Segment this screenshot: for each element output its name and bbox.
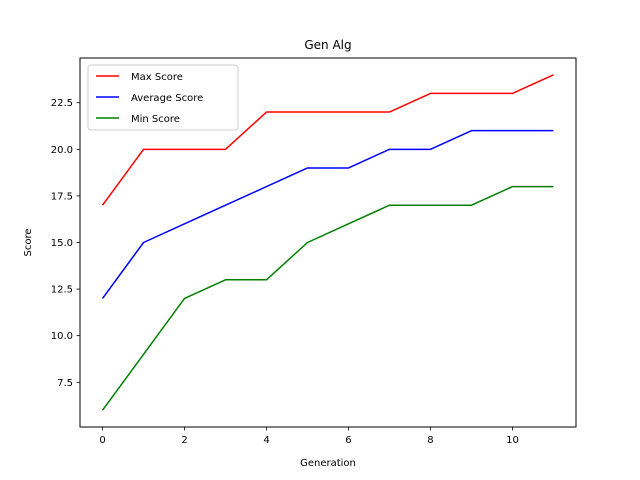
chart-title: Gen Alg	[304, 38, 351, 52]
x-tick-label: 2	[181, 435, 187, 446]
y-tick-label: 15.0	[51, 238, 73, 249]
x-tick-label: 4	[263, 435, 269, 446]
x-tick-label: 10	[506, 435, 519, 446]
series-line-min-score	[101, 185, 554, 411]
y-axis-label: Score	[23, 228, 34, 256]
series-lines	[101, 74, 554, 411]
plot-frame	[79, 57, 577, 428]
x-tick-label: 8	[427, 435, 433, 446]
y-tick-label: 22.5	[51, 98, 73, 109]
y-tick-label: 10.0	[51, 331, 73, 342]
series-line-max-score	[101, 74, 554, 206]
legend-label-max-score: Max Score	[131, 72, 183, 83]
x-axis-ticks: 0 2 4 6 8 10	[99, 427, 519, 446]
legend: Max Score Average Score Min Score	[87, 64, 239, 131]
y-tick-label: 20.0	[51, 145, 73, 156]
y-tick-label: 17.5	[51, 191, 73, 202]
x-tick-label: 6	[345, 435, 351, 446]
y-tick-label: 12.5	[51, 285, 73, 296]
x-tick-label: 0	[99, 435, 105, 446]
y-axis-ticks: 7.5 10.0 12.5 15.0 17.5 20.0 22.5	[51, 98, 80, 389]
y-tick-label: 7.5	[57, 378, 73, 389]
series-line-average-score	[101, 129, 554, 299]
legend-box	[87, 64, 239, 131]
legend-label-min-score: Min Score	[131, 114, 180, 125]
legend-label-average-score: Average Score	[131, 93, 203, 104]
x-axis-label: Generation	[300, 458, 356, 469]
